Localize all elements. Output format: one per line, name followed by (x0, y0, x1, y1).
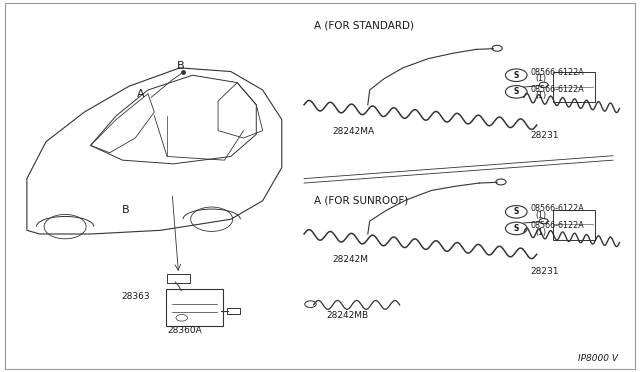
Text: (1): (1) (536, 92, 547, 100)
Text: 28242MB: 28242MB (326, 311, 369, 320)
Text: (1): (1) (536, 74, 547, 83)
Text: 28360A: 28360A (167, 326, 202, 335)
Text: 28363: 28363 (121, 292, 150, 301)
Text: S: S (513, 224, 519, 233)
Text: A (FOR SUNROOF): A (FOR SUNROOF) (314, 195, 408, 205)
Text: 08566-6122A: 08566-6122A (531, 85, 584, 94)
Text: 28242M: 28242M (333, 255, 369, 264)
Text: 08566-6122A: 08566-6122A (531, 221, 584, 230)
Text: A: A (136, 89, 144, 99)
Text: (1): (1) (536, 211, 547, 220)
Text: B: B (177, 61, 185, 71)
Text: B: B (122, 205, 129, 215)
Text: (1): (1) (536, 228, 547, 237)
Text: IP8000 V: IP8000 V (578, 354, 618, 363)
Text: 28231: 28231 (531, 267, 559, 276)
Text: 08566-6122A: 08566-6122A (531, 204, 584, 214)
Text: S: S (513, 71, 519, 80)
Text: S: S (513, 87, 519, 96)
Text: 28242MA: 28242MA (333, 127, 375, 136)
Text: 28231: 28231 (531, 131, 559, 140)
Text: S: S (513, 207, 519, 217)
Text: 08566-6122A: 08566-6122A (531, 68, 584, 77)
Text: A (FOR STANDARD): A (FOR STANDARD) (314, 20, 413, 31)
